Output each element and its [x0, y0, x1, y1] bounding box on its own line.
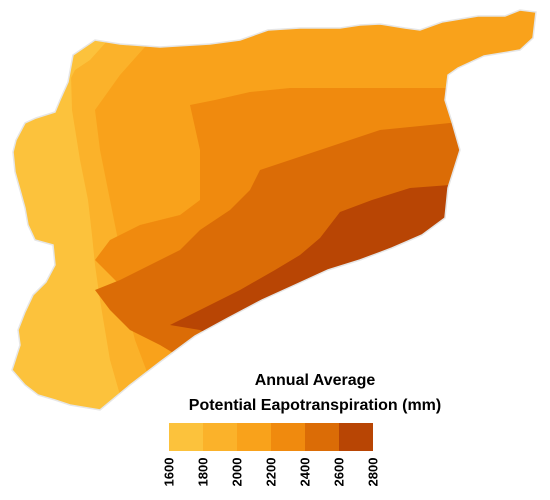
legend-swatch-1 [203, 423, 237, 451]
legend-tick-2200: 2200 [263, 457, 279, 487]
legend-swatch-2 [237, 423, 271, 451]
zone-light-7 [15, 150, 40, 205]
legend-colorbar [169, 423, 373, 451]
legend-swatch-5 [339, 423, 373, 451]
legend-title-line2: Potential Eapotranspiration (mm) [188, 397, 442, 414]
zone-light-9 [32, 362, 62, 396]
legend-tick-1800: 1800 [195, 457, 211, 487]
legend-tick-2400: 2400 [297, 457, 313, 487]
legend-tick-1600: 1600 [161, 457, 177, 487]
legend-swatch-4 [305, 423, 339, 451]
legend-tick-2800: 2800 [365, 457, 381, 487]
legend-tick-2600: 2600 [331, 457, 347, 487]
legend-title-line1: Annual Average [254, 372, 376, 389]
legend-tick-2000: 2000 [229, 457, 245, 487]
legend-swatch-3 [271, 423, 305, 451]
legend-swatch-0 [169, 423, 203, 451]
